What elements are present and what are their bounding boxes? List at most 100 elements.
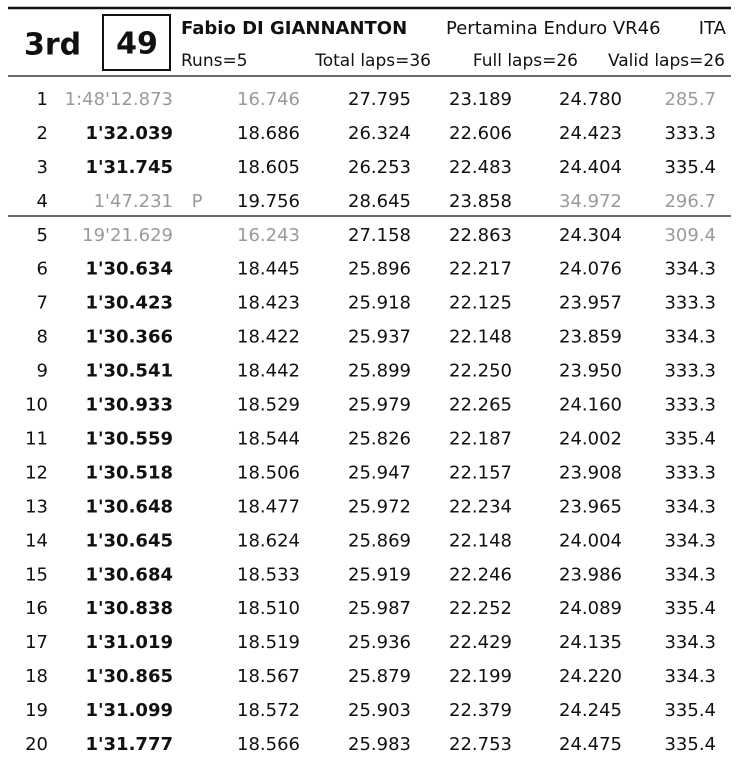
cell-s3: 23.189 (449, 89, 512, 110)
cell-time: 1'30.684 (86, 564, 174, 585)
runs: Runs=5 (181, 51, 248, 71)
cell-s2: 25.972 (348, 496, 411, 517)
cell-s3: 22.148 (449, 530, 512, 551)
cell-s1: 16.243 (237, 225, 300, 246)
cell-time: 1'30.865 (86, 666, 174, 687)
cell-s1: 16.746 (237, 89, 300, 110)
cell-s1: 18.544 (237, 428, 300, 449)
valid-laps: Valid laps=26 (608, 51, 725, 71)
cell-s3: 22.863 (449, 225, 512, 246)
cell-s3: 22.157 (449, 462, 512, 483)
cell-s2: 26.253 (348, 157, 411, 178)
cell-speed: 296.7 (664, 191, 716, 212)
cell-lap: 9 (37, 361, 48, 382)
cell-speed: 334.3 (664, 530, 716, 551)
cell-time: 1'31.777 (86, 734, 174, 755)
cell-s1: 18.572 (237, 700, 300, 721)
cell-s1: 18.519 (237, 632, 300, 653)
nation: ITA (699, 18, 727, 39)
cell-time: 1'31.099 (86, 700, 174, 721)
cell-speed: 334.3 (664, 259, 716, 280)
cell-s1: 18.605 (237, 157, 300, 178)
cell-lap: 5 (37, 225, 48, 246)
cell-s1: 18.442 (237, 361, 300, 382)
cell-speed: 335.4 (664, 598, 716, 619)
cell-lap: 4 (37, 191, 48, 212)
cell-s1: 18.529 (237, 395, 300, 416)
cell-s3: 22.753 (449, 734, 512, 755)
team: Pertamina Enduro VR46 (446, 18, 661, 39)
cell-s3: 22.125 (449, 293, 512, 314)
cell-lap: 15 (25, 564, 48, 585)
cell-s4: 23.859 (559, 327, 622, 348)
cell-s3: 22.250 (449, 361, 512, 382)
cell-speed: 334.3 (664, 564, 716, 585)
cell-time: 1'31.745 (86, 157, 174, 178)
cell-time: 1'30.518 (86, 462, 174, 483)
cell-s3: 22.606 (449, 123, 512, 144)
cell-lap: 10 (25, 395, 48, 416)
cell-s3: 22.234 (449, 496, 512, 517)
cell-time: 19'21.629 (82, 225, 173, 246)
cell-time: 1'30.648 (86, 496, 174, 517)
cell-speed: 335.4 (664, 157, 716, 178)
cell-speed: 333.3 (664, 395, 716, 416)
cell-s1: 18.445 (237, 259, 300, 280)
cell-s1: 18.566 (237, 734, 300, 755)
cell-s1: 18.567 (237, 666, 300, 687)
cell-speed: 335.4 (664, 700, 716, 721)
cell-speed: 333.3 (664, 361, 716, 382)
cell-s2: 25.936 (348, 632, 411, 653)
cell-time: 1'30.366 (86, 327, 174, 348)
cell-s3: 22.217 (449, 259, 512, 280)
cell-speed: 333.3 (664, 293, 716, 314)
cell-s4: 24.304 (559, 225, 622, 246)
cell-s4: 23.957 (559, 293, 622, 314)
cell-lap: 13 (25, 496, 48, 517)
cell-s4: 24.475 (559, 734, 622, 755)
cell-speed: 333.3 (664, 123, 716, 144)
cell-lap: 12 (25, 462, 48, 483)
cell-s2: 26.324 (348, 123, 411, 144)
cell-s1: 18.686 (237, 123, 300, 144)
cell-s1: 18.510 (237, 598, 300, 619)
cell-lap: 7 (37, 293, 48, 314)
cell-s2: 25.987 (348, 598, 411, 619)
cell-time: 1:48'12.873 (65, 89, 173, 110)
cell-lap: 2 (37, 123, 48, 144)
cell-speed: 285.7 (664, 89, 716, 110)
cell-s4: 34.972 (559, 191, 622, 212)
cell-s2: 25.896 (348, 259, 411, 280)
cell-s3: 22.379 (449, 700, 512, 721)
cell-time: 1'30.559 (86, 428, 174, 449)
cell-speed: 334.3 (664, 496, 716, 517)
cell-lap: 18 (25, 666, 48, 687)
cell-s2: 25.826 (348, 428, 411, 449)
cell-s4: 24.220 (559, 666, 622, 687)
cell-s2: 28.645 (348, 191, 411, 212)
cell-s3: 22.187 (449, 428, 512, 449)
cell-s1: 19.756 (237, 191, 300, 212)
cell-s3: 22.252 (449, 598, 512, 619)
cell-speed: 309.4 (664, 225, 716, 246)
cell-s2: 27.795 (348, 89, 411, 110)
number-box (102, 14, 171, 71)
cell-s3: 22.483 (449, 157, 512, 178)
full-laps: Full laps=26 (473, 51, 578, 71)
cell-s1: 18.423 (237, 293, 300, 314)
cell-s2: 25.899 (348, 361, 411, 382)
cell-s2: 25.879 (348, 666, 411, 687)
cell-time: 1'30.423 (86, 293, 174, 314)
cell-time: 1'32.039 (86, 123, 174, 144)
cell-s1: 18.477 (237, 496, 300, 517)
cell-lap: 19 (25, 700, 48, 721)
cell-s3: 22.199 (449, 666, 512, 687)
cell-speed: 334.3 (664, 632, 716, 653)
cell-s2: 25.869 (348, 530, 411, 551)
cell-pit: P (192, 191, 203, 212)
cell-time: 1'30.634 (86, 259, 174, 280)
cell-lap: 8 (37, 327, 48, 348)
cell-speed: 334.3 (664, 666, 716, 687)
cell-lap: 11 (25, 428, 48, 449)
